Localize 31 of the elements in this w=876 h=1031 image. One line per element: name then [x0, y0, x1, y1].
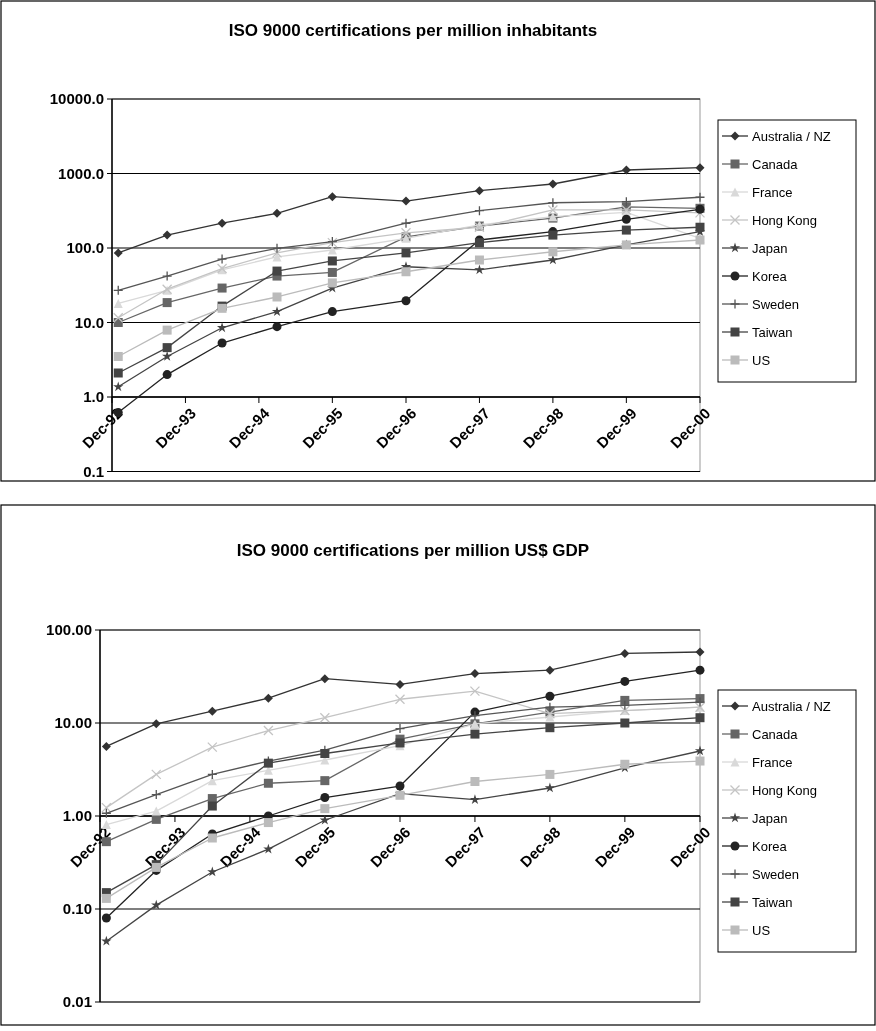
legend-label: Canada	[752, 726, 799, 742]
legend-label: Japan	[752, 810, 788, 826]
legend-label: Taiwan	[752, 324, 793, 340]
y-tick-label: 1.00	[62, 807, 92, 825]
chart-title: ISO 9000 certifications per million US$ GDP	[236, 541, 590, 560]
legend-label: Australia / NZ	[752, 698, 831, 714]
y-tick-label: 10000.0	[49, 90, 104, 108]
y-tick-label: 10.00	[54, 714, 92, 732]
chart-title: ISO 9000 certifications per million inhabitants	[228, 21, 598, 40]
y-tick-label: 0.10	[62, 900, 92, 918]
legend-label: Sweden	[752, 866, 799, 882]
y-tick-label: 1000.0	[58, 164, 104, 182]
legend-label: Korea	[752, 838, 788, 854]
y-tick-label: 1.0	[83, 388, 104, 406]
legend-label: Hong Kong	[752, 782, 818, 798]
legend-label: France	[752, 754, 793, 770]
legend-label: Sweden	[752, 296, 799, 312]
legend-label: Hong Kong	[752, 212, 818, 228]
legend-label: Australia / NZ	[752, 128, 831, 144]
y-tick-label: 0.1	[83, 462, 104, 480]
legend-label: US	[752, 922, 771, 938]
legend-label: Canada	[752, 156, 799, 172]
y-tick-label: 0.01	[62, 993, 92, 1011]
legend-label: France	[752, 184, 793, 200]
y-tick-label: 100.0	[66, 239, 104, 257]
legend-label: Taiwan	[752, 894, 793, 910]
legend-label: Japan	[752, 240, 788, 256]
legend-label: Korea	[752, 268, 788, 284]
y-tick-label: 100.00	[46, 621, 92, 639]
y-tick-label: 10.0	[74, 313, 104, 331]
legend-label: US	[752, 352, 771, 368]
